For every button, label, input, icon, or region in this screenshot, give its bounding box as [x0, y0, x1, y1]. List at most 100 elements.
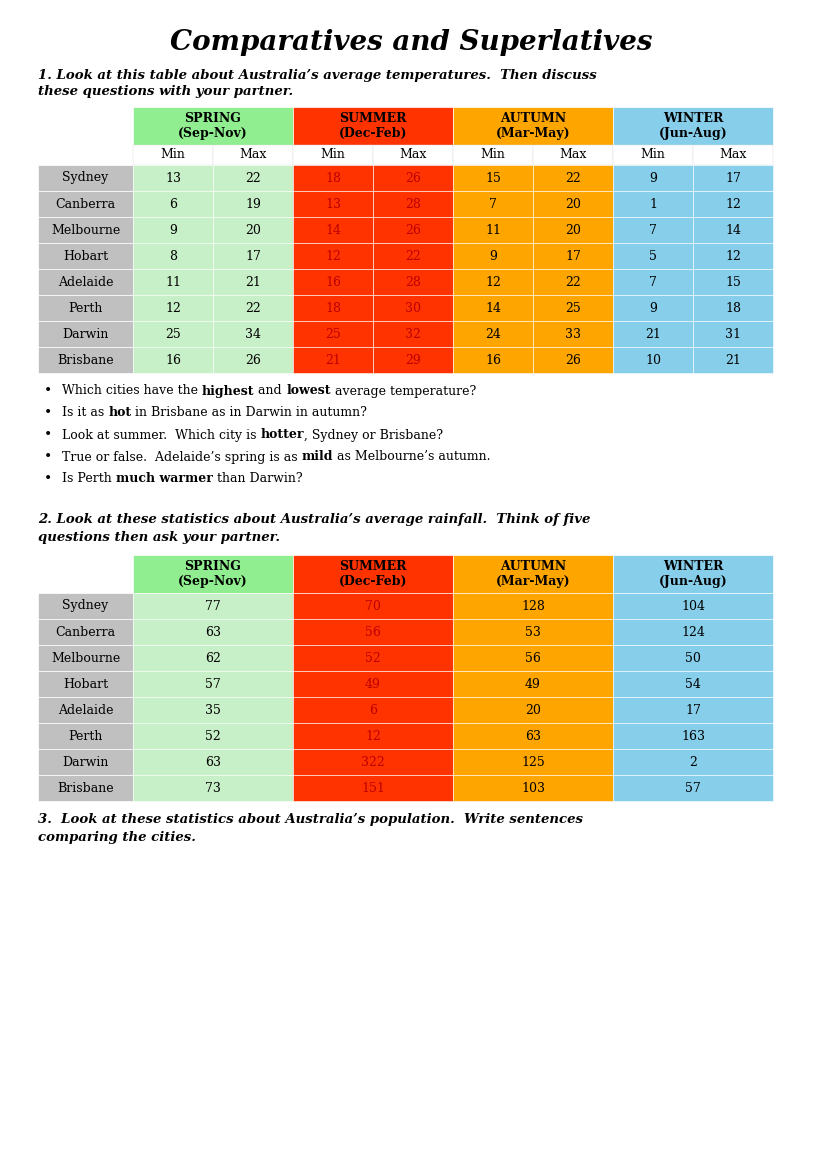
Bar	[133, 671, 293, 697]
Text: Sydney: Sydney	[62, 172, 108, 185]
Bar	[453, 321, 533, 347]
Bar	[693, 145, 773, 165]
Bar	[133, 295, 213, 321]
Text: 6: 6	[169, 198, 177, 210]
Bar	[293, 347, 373, 373]
Bar	[693, 217, 773, 243]
Text: 17: 17	[245, 249, 261, 263]
Bar	[373, 321, 453, 347]
Bar	[293, 697, 453, 722]
Text: 12: 12	[165, 302, 181, 314]
Text: Comparatives and Superlatives: Comparatives and Superlatives	[170, 28, 652, 55]
Bar	[533, 295, 613, 321]
Text: 7: 7	[649, 223, 657, 236]
Text: highest: highest	[202, 385, 255, 397]
Text: 25: 25	[565, 302, 581, 314]
Text: , Sydney or Brisbane?: , Sydney or Brisbane?	[304, 429, 443, 442]
Bar	[293, 295, 373, 321]
Text: 9: 9	[169, 223, 177, 236]
Bar	[453, 620, 613, 645]
Bar	[533, 145, 613, 165]
Text: 35: 35	[205, 704, 221, 717]
Text: Max: Max	[559, 148, 587, 161]
Text: 125: 125	[521, 755, 545, 768]
Bar	[38, 269, 133, 295]
Bar	[133, 775, 293, 801]
Bar	[133, 145, 213, 165]
Bar	[293, 145, 373, 165]
Bar	[453, 191, 533, 217]
Text: 26: 26	[405, 172, 421, 185]
Bar	[533, 165, 613, 191]
Text: 25: 25	[165, 327, 181, 340]
Bar	[293, 722, 453, 749]
Text: in Brisbane as in Darwin in autumn?: in Brisbane as in Darwin in autumn?	[131, 407, 367, 420]
Text: 54: 54	[685, 678, 701, 691]
Text: 13: 13	[165, 172, 181, 185]
Bar	[133, 749, 293, 775]
Text: 20: 20	[245, 223, 261, 236]
Bar	[38, 697, 133, 722]
Text: 12: 12	[725, 198, 741, 210]
Text: 26: 26	[565, 353, 581, 367]
Text: 8: 8	[169, 249, 177, 263]
Bar	[133, 722, 293, 749]
Text: 11: 11	[165, 276, 181, 289]
Text: Adelaide: Adelaide	[57, 276, 113, 289]
Text: 28: 28	[405, 276, 421, 289]
Bar	[213, 243, 293, 269]
Bar	[133, 217, 213, 243]
Text: 124: 124	[681, 625, 705, 638]
Bar	[38, 191, 133, 217]
Bar	[613, 165, 693, 191]
Bar	[213, 191, 293, 217]
Text: 7: 7	[649, 276, 657, 289]
Text: Max: Max	[239, 148, 267, 161]
Bar	[373, 243, 453, 269]
Text: 16: 16	[485, 353, 501, 367]
Bar	[133, 191, 213, 217]
Text: AUTUMN
(Mar-May): AUTUMN (Mar-May)	[496, 560, 571, 588]
Bar	[613, 749, 773, 775]
Text: 73: 73	[205, 782, 221, 795]
Bar	[453, 269, 533, 295]
Text: 24: 24	[485, 327, 501, 340]
Bar	[38, 775, 133, 801]
Bar	[38, 645, 133, 671]
Text: Max: Max	[719, 148, 746, 161]
Bar	[133, 321, 213, 347]
Text: 26: 26	[405, 223, 421, 236]
Text: Min: Min	[480, 148, 506, 161]
Text: SPRING
(Sep-Nov): SPRING (Sep-Nov)	[178, 112, 248, 140]
Bar	[453, 671, 613, 697]
Bar	[453, 749, 613, 775]
Bar	[38, 620, 133, 645]
Text: •: •	[44, 406, 52, 420]
Text: 9: 9	[649, 172, 657, 185]
Bar	[133, 697, 293, 722]
Text: 20: 20	[565, 223, 581, 236]
Text: 12: 12	[365, 729, 381, 742]
Text: 22: 22	[565, 276, 581, 289]
Bar	[453, 108, 613, 145]
Text: 50: 50	[685, 651, 701, 664]
Text: 17: 17	[685, 704, 701, 717]
Text: 52: 52	[205, 729, 221, 742]
Bar	[133, 645, 293, 671]
Text: 9: 9	[489, 249, 497, 263]
Bar	[453, 243, 533, 269]
Text: 14: 14	[325, 223, 341, 236]
Text: Min: Min	[640, 148, 666, 161]
Bar	[453, 165, 533, 191]
Text: 7: 7	[489, 198, 497, 210]
Text: 10: 10	[645, 353, 661, 367]
Bar	[533, 217, 613, 243]
Text: Hobart: Hobart	[63, 678, 108, 691]
Bar	[373, 347, 453, 373]
Text: and: and	[255, 385, 287, 397]
Text: 33: 33	[565, 327, 581, 340]
Text: Which cities have the: Which cities have the	[62, 385, 202, 397]
Text: 21: 21	[645, 327, 661, 340]
Text: 14: 14	[485, 302, 501, 314]
Text: 22: 22	[245, 302, 261, 314]
